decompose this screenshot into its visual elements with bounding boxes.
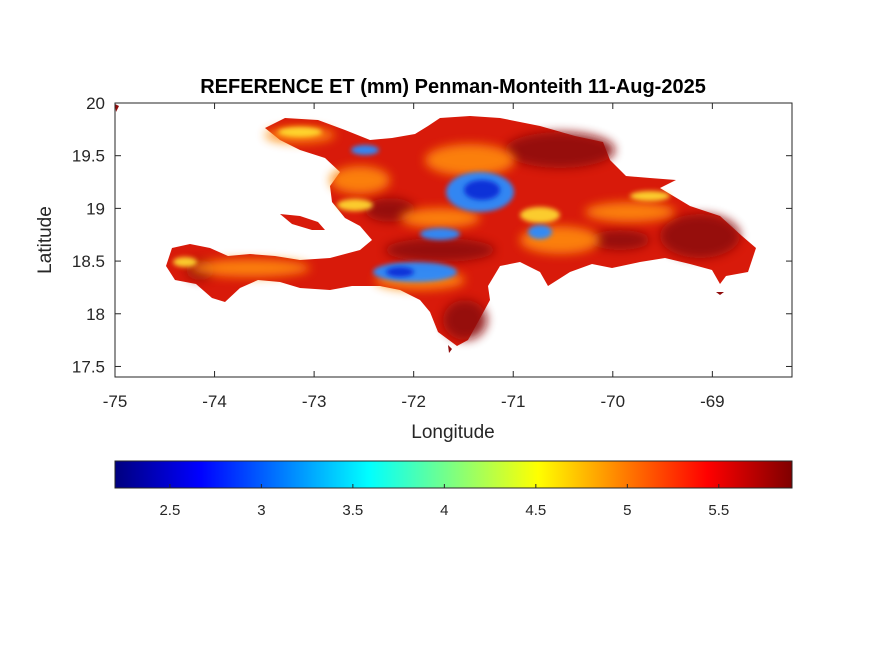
- colorbar-ticks: 2.5 3 3.5 4 4.5 5 5.5: [159, 484, 729, 519]
- y-axis-label: Latitude: [35, 206, 56, 274]
- colorbar-tick-label: 2.5: [159, 502, 180, 519]
- x-tick-label: -75: [103, 392, 128, 411]
- y-tick-label: 19: [86, 199, 105, 218]
- land-small-islet: [448, 345, 452, 353]
- zone-min: [386, 180, 500, 277]
- x-tick-label: -69: [700, 392, 725, 411]
- x-ticks: -75 -74 -73 -72 -71 -70 -69: [103, 103, 725, 411]
- land-haiti-north: [166, 116, 756, 346]
- x-tick-label: -71: [501, 392, 526, 411]
- x-axis-label: Longitude: [411, 422, 494, 443]
- land-corner-pixel: [115, 104, 119, 112]
- colorbar-tick-label: 3: [257, 502, 265, 519]
- colorbar-tick-label: 5: [623, 502, 631, 519]
- x-tick-label: -72: [401, 392, 426, 411]
- y-tick-label: 19.5: [72, 147, 105, 166]
- land-saona: [716, 292, 724, 295]
- x-tick-label: -70: [601, 392, 626, 411]
- land-tortuga: [280, 214, 325, 230]
- colorbar: [114, 460, 793, 489]
- x-tick-label: -73: [302, 392, 327, 411]
- et-raster: [115, 104, 756, 353]
- axes-box: [114, 102, 793, 378]
- colorbar-tick-label: 5.5: [708, 502, 729, 519]
- y-tick-label: 17.5: [72, 357, 105, 376]
- y-ticks: 17.5 18 18.5 19 19.5 20: [72, 94, 792, 376]
- colorbar-tick-label: 4: [440, 502, 448, 519]
- x-tick-label: -74: [202, 392, 227, 411]
- zone-yellow: [173, 127, 670, 267]
- colorbar-tick-label: 3.5: [342, 502, 363, 519]
- y-tick-label: 18: [86, 305, 105, 324]
- colorbar-tick-label: 4.5: [525, 502, 546, 519]
- map-title: REFERENCE ET (mm) Penman-Monteith 11-Aug…: [200, 76, 706, 98]
- y-tick-label: 20: [86, 94, 105, 113]
- y-tick-label: 18.5: [72, 252, 105, 271]
